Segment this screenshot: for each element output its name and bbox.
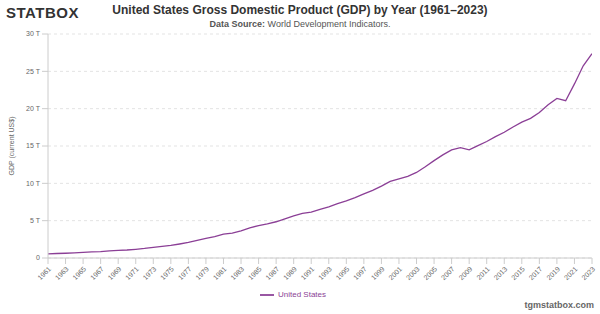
svg-text:1967: 1967 [89, 265, 105, 281]
svg-text:25 T: 25 T [26, 68, 41, 75]
svg-text:30 T: 30 T [26, 30, 41, 37]
svg-text:1963: 1963 [54, 265, 70, 281]
svg-text:2023: 2023 [580, 265, 596, 281]
svg-text:2007: 2007 [440, 265, 456, 281]
svg-text:2009: 2009 [457, 265, 473, 281]
svg-text:1983: 1983 [229, 265, 245, 281]
svg-text:2005: 2005 [422, 265, 438, 281]
svg-text:1991: 1991 [299, 265, 315, 281]
svg-text:1985: 1985 [247, 265, 263, 281]
svg-text:2013: 2013 [493, 265, 509, 281]
svg-text:1971: 1971 [124, 265, 140, 281]
svg-text:5 T: 5 T [30, 217, 41, 224]
svg-text:1989: 1989 [282, 265, 298, 281]
svg-text:15 T: 15 T [26, 142, 41, 149]
svg-text:1975: 1975 [159, 265, 175, 281]
svg-text:2017: 2017 [528, 265, 544, 281]
svg-text:0: 0 [36, 254, 40, 261]
html-text:STATBOX: STATBOX [6, 4, 79, 21]
svg-text:1973: 1973 [142, 265, 158, 281]
svg-text:1995: 1995 [335, 265, 351, 281]
svg-text:1979: 1979 [194, 265, 210, 281]
svg-text:GDP (current US$): GDP (current US$) [8, 117, 16, 176]
svg-text:1993: 1993 [317, 265, 333, 281]
html-text:tgmstatbox.com: tgmstatbox.com [524, 300, 594, 310]
html-text:Data Source: World Development: Data Source: World Development Indicator… [209, 19, 391, 29]
svg-text:1969: 1969 [106, 265, 122, 281]
svg-text:10 T: 10 T [26, 180, 41, 187]
svg-text:2001: 2001 [387, 265, 403, 281]
svg-text:2015: 2015 [510, 265, 526, 281]
svg-text:2011: 2011 [475, 265, 491, 281]
svg-text:1965: 1965 [71, 265, 87, 281]
svg-text:1977: 1977 [177, 265, 193, 281]
html-text:United States: United States [278, 290, 326, 300]
svg-text:2021: 2021 [563, 265, 579, 281]
svg-text:1961: 1961 [36, 265, 52, 281]
svg-text:2019: 2019 [545, 265, 561, 281]
svg-text:1997: 1997 [352, 265, 368, 281]
svg-text:1981: 1981 [212, 265, 228, 281]
svg-text:1987: 1987 [264, 265, 280, 281]
html-text:United States Gross Domestic P: United States Gross Domestic Product (GD… [112, 3, 488, 17]
svg-text:1999: 1999 [370, 265, 386, 281]
svg-text:20 T: 20 T [26, 105, 41, 112]
svg-text:2003: 2003 [405, 265, 421, 281]
